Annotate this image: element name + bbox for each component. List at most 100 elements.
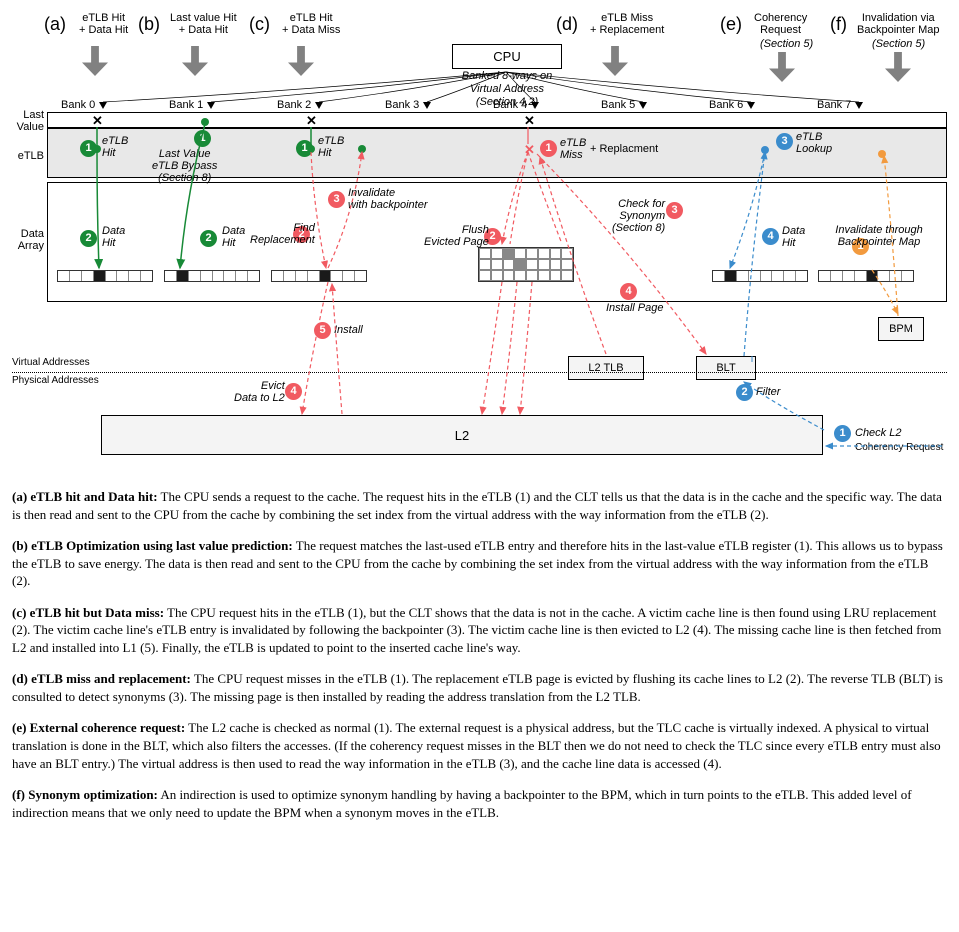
step-b2-label: DataHit xyxy=(222,225,245,249)
step-e3-label: eTLBLookup xyxy=(796,131,832,155)
step-d1b-label: + Replacment xyxy=(590,143,658,155)
phys-addr-label: Physical Addresses xyxy=(12,375,99,387)
dot xyxy=(201,118,209,126)
x-mark: ✕ xyxy=(92,113,103,129)
step-c1-label: eTLBHit xyxy=(318,135,344,159)
arrow-b xyxy=(182,46,208,76)
desc-b: (b) eTLB Optimization using last value p… xyxy=(12,537,947,590)
bank-0: Bank 0 xyxy=(61,99,95,111)
l2tlb-box: L2 TLB xyxy=(568,356,644,380)
bank-arrow xyxy=(99,102,107,110)
bank-arrow xyxy=(855,102,863,110)
scenario-e-section: (Section 5) xyxy=(760,38,813,50)
step-c2-label: FindReplacement xyxy=(250,222,315,246)
x-mark-miss: ✕ xyxy=(524,142,535,158)
dot xyxy=(878,150,886,158)
bank-arrow xyxy=(531,102,539,110)
step-c1: 1 xyxy=(296,140,313,157)
coh-req-label: Coherency Request xyxy=(855,442,943,454)
scenario-a-sub: eTLB Hit+ Data Hit xyxy=(79,12,128,36)
scenario-f: (f) xyxy=(830,14,847,35)
step-e4-label: DataHit xyxy=(782,225,805,249)
scenario-f-sub: Invalidation viaBackpointer Map xyxy=(857,12,940,36)
bank-arrow xyxy=(207,102,215,110)
dot xyxy=(358,145,366,153)
scenario-e: (e) xyxy=(720,14,742,35)
data-strip-2 xyxy=(271,270,367,282)
step-e3: 3 xyxy=(776,133,793,150)
step-d1: 1 xyxy=(540,140,557,157)
bank-5: Bank 5 xyxy=(601,99,635,111)
step-b1-label: Last ValueeTLB Bypass(Section 8) xyxy=(152,148,217,184)
step-c4: 4 xyxy=(285,383,302,400)
bank-arrow xyxy=(315,102,323,110)
bank-arrow xyxy=(639,102,647,110)
step-e1: 1 xyxy=(834,425,851,442)
region-lastvalue xyxy=(47,112,947,128)
arrow-c xyxy=(288,46,314,76)
addr-divider xyxy=(12,372,947,373)
step-a2: 2 xyxy=(80,230,97,247)
step-b1: 1 xyxy=(194,130,211,147)
x-mark: ✕ xyxy=(306,113,317,129)
scenario-b-sub: Last value Hit+ Data Hit xyxy=(170,12,237,36)
step-d1-label: eTLBMiss xyxy=(560,137,586,161)
step-d4-label: Install Page xyxy=(606,302,663,314)
arrow-a xyxy=(82,46,108,76)
virt-addr-label: Virtual Addresses xyxy=(12,357,90,369)
blt-box: BLT xyxy=(696,356,756,380)
scenario-d-sub: eTLB Miss+ Replacement xyxy=(590,12,664,36)
row-etlb: eTLB xyxy=(12,150,44,162)
bank-arrow xyxy=(747,102,755,110)
row-lastvalue: LastValue xyxy=(12,109,44,133)
step-c5-label: Install xyxy=(334,324,363,336)
arrow-e xyxy=(769,52,795,82)
step-c3: 3 xyxy=(328,191,345,208)
dot xyxy=(761,146,769,154)
desc-e: (e) External coherence request: The L2 c… xyxy=(12,719,947,772)
data-strip-7 xyxy=(818,270,914,282)
step-e4: 4 xyxy=(762,228,779,245)
step-c5: 5 xyxy=(314,322,331,339)
step-f1-label: Invalidate throughBackpointer Map xyxy=(824,224,934,248)
step-e1-label: Check L2 xyxy=(855,427,901,439)
bank-2: Bank 2 xyxy=(277,99,311,111)
bank-4: Bank 4 xyxy=(493,99,527,111)
scenario-c-sub: eTLB Hit+ Data Miss xyxy=(282,12,340,36)
step-b2: 2 xyxy=(200,230,217,247)
cpu-box: CPU xyxy=(452,44,562,69)
arrow-d xyxy=(602,46,628,76)
step-a2-label: DataHit xyxy=(102,225,125,249)
step-c4-label: EvictData to L2 xyxy=(234,380,285,404)
scenario-b: (b) xyxy=(138,14,160,35)
scenario-e-sub: CoherencyRequest xyxy=(754,12,807,36)
step-a1: 1 xyxy=(80,140,97,157)
arrow-f xyxy=(885,52,911,82)
scenario-a: (a) xyxy=(44,14,66,35)
step-d3: 3 xyxy=(666,202,683,219)
data-strip-1 xyxy=(164,270,260,282)
step-d4: 4 xyxy=(620,283,637,300)
scenario-c: (c) xyxy=(249,14,270,35)
data-strip-0 xyxy=(57,270,153,282)
step-e2: 2 xyxy=(736,384,753,401)
scenario-f-section: (Section 5) xyxy=(872,38,925,50)
bank-1: Bank 1 xyxy=(169,99,203,111)
x-mark: ✕ xyxy=(524,113,535,129)
description-text: (a) eTLB hit and Data hit: The CPU sends… xyxy=(12,488,947,821)
desc-c: (c) eTLB hit but Data miss: The CPU requ… xyxy=(12,604,947,657)
bank-6: Bank 6 xyxy=(709,99,743,111)
data-grid-4 xyxy=(478,247,574,282)
l2-box: L2 xyxy=(101,415,823,455)
step-e2-label: Filter xyxy=(756,386,780,398)
scenario-d: (d) xyxy=(556,14,578,35)
desc-f: (f) Synonym optimization: An indirection… xyxy=(12,786,947,821)
desc-d: (d) eTLB miss and replacement: The CPU r… xyxy=(12,670,947,705)
bpm-box: BPM xyxy=(878,317,924,341)
desc-a: (a) eTLB hit and Data hit: The CPU sends… xyxy=(12,488,947,523)
data-strip-6 xyxy=(712,270,808,282)
step-d3-label: Check forSynonym(Section 8) xyxy=(612,198,665,234)
step-d2-label: FlushEvicted Page xyxy=(424,224,489,248)
bank-7: Bank 7 xyxy=(817,99,851,111)
step-c3-label: Invalidatewith backpointer xyxy=(348,187,428,211)
